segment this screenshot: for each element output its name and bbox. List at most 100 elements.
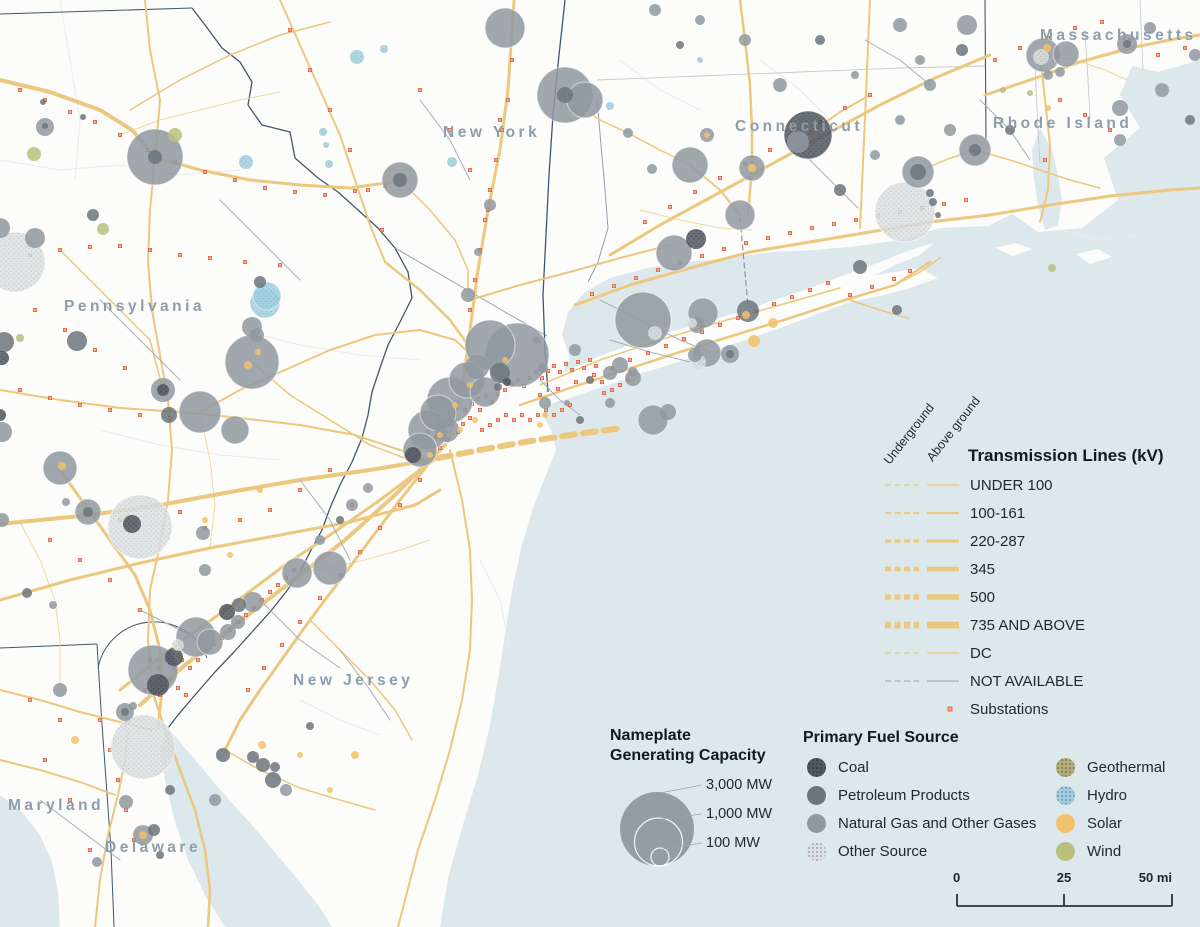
transmission-legend-row: 500: [884, 583, 1194, 611]
power-plant-solar: [467, 382, 473, 388]
substation-marker: [358, 550, 362, 554]
substation-marker: [558, 370, 562, 374]
power-plant-solar: [327, 787, 333, 793]
transmission-line: [983, 33, 1200, 97]
substation-marker: [488, 188, 492, 192]
power-plant-coal: [147, 674, 169, 696]
substation-marker: [808, 288, 812, 292]
power-plant-petroleum: [892, 305, 902, 315]
substation-marker: [88, 245, 92, 249]
power-plant-solar: [452, 402, 458, 408]
scale-bar: 0 25 50 mi: [953, 870, 1173, 907]
power-plant-petroleum: [853, 260, 867, 274]
power-plant-gas: [92, 857, 102, 867]
transmission-legend-row: 345: [884, 555, 1194, 583]
power-plant-wind: [1027, 90, 1033, 96]
power-plant-gas: [281, 557, 313, 589]
substation-marker: [483, 218, 487, 222]
substation-marker: [592, 373, 596, 377]
power-plant-gas: [1155, 83, 1169, 97]
substation-marker: [48, 396, 52, 400]
substation-marker: [556, 387, 560, 391]
substation-marker: [418, 478, 422, 482]
power-plant-gas: [539, 397, 551, 409]
fuel-legend-item: Geothermal: [1056, 753, 1165, 781]
substation-marker: [1183, 46, 1187, 50]
substation-marker: [788, 231, 792, 235]
power-plant-gas: [787, 131, 809, 153]
capacity-label: 1,000 MW: [706, 806, 772, 822]
substation-marker: [88, 848, 92, 852]
substation-marker: [233, 178, 237, 182]
substation-marker: [570, 368, 574, 372]
substation-marker: [552, 364, 556, 368]
substation-marker: [328, 108, 332, 112]
geothermal-fuel-dot-icon: [1056, 757, 1075, 777]
substation-marker: [832, 222, 836, 226]
power-plant-gas: [655, 234, 693, 272]
power-plant-gas: [1189, 49, 1200, 61]
transmission-line: [383, 260, 470, 347]
substation-marker: [1100, 20, 1104, 24]
substation-marker: [1018, 46, 1022, 50]
transmission-line: [279, 0, 386, 263]
power-plant-gas: [893, 18, 907, 32]
power-plant-petroleum: [726, 350, 734, 358]
power-plant-gas: [1043, 70, 1053, 80]
power-plant-solar: [768, 318, 778, 328]
substations-legend-row: Substations: [884, 695, 1194, 723]
power-plant-solar: [71, 736, 79, 744]
substation-marker: [1156, 53, 1160, 57]
scale-tick-label: 50 mi: [1139, 870, 1172, 885]
power-plant-gas: [538, 363, 548, 373]
transmission-line-not-available: [339, 649, 391, 721]
substation-marker: [588, 358, 592, 362]
power-plant-gas: [724, 199, 756, 231]
power-plant-petroleum: [336, 516, 344, 524]
power-plant-gas: [1052, 40, 1080, 68]
substation-marker: [176, 686, 180, 690]
power-plant-gas: [474, 248, 482, 256]
power-plant-gas: [196, 628, 224, 656]
substation-marker: [594, 364, 598, 368]
substation-marker: [768, 148, 772, 152]
hydro-fuel-dot-icon: [1056, 785, 1075, 805]
power-plant-solar: [351, 751, 359, 759]
transmission-row-label: UNDER 100: [970, 476, 1053, 494]
power-plant-petroleum: [87, 209, 99, 221]
power-plant-petroleum: [216, 748, 230, 762]
coal-fuel-dot-icon: [807, 757, 826, 777]
state-label: New York: [443, 124, 540, 141]
substation-marker: [184, 693, 188, 697]
power-plant-gas: [129, 702, 137, 710]
substation-marker: [643, 220, 647, 224]
substation-marker: [93, 348, 97, 352]
substation-marker: [208, 256, 212, 260]
fuel-legend-item: Other Source: [807, 837, 1036, 865]
power-plant-petroleum: [490, 363, 510, 383]
power-plant-solar: [704, 132, 710, 138]
power-plant-gas: [0, 422, 12, 442]
power-plant-petroleum: [265, 772, 281, 788]
substation-marker: [628, 358, 632, 362]
substation-marker: [468, 168, 472, 172]
substation-marker: [138, 608, 142, 612]
power-plant-gas: [119, 795, 133, 809]
power-plant-coal: [0, 409, 6, 421]
power-plant-solar: [748, 335, 760, 347]
transmission-row-label: DC: [970, 644, 992, 662]
power-plant-hydro: [697, 57, 703, 63]
power-plant-gas: [1114, 134, 1126, 146]
transmission-legend-rows: UNDER 100 100-161 220-287 345 500 735 AND ABO…: [884, 471, 1194, 723]
power-plant-coal: [219, 604, 235, 620]
power-plant-gas: [315, 535, 325, 545]
substation-marker: [536, 413, 540, 417]
substation-legend-icon: [947, 706, 953, 712]
fuel-item-label: Natural Gas and Other Gases: [838, 814, 1037, 832]
power-plant-other: [687, 318, 697, 328]
power-plant-gas: [0, 513, 9, 527]
island: [1076, 249, 1112, 264]
power-plant-hydro: [325, 160, 333, 168]
wind-fuel-dot-icon: [1056, 841, 1075, 861]
substation-marker: [892, 277, 896, 281]
